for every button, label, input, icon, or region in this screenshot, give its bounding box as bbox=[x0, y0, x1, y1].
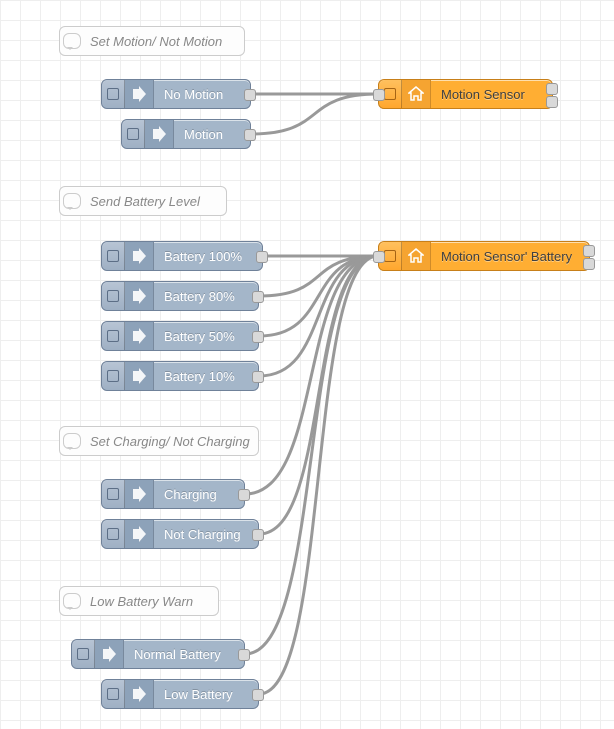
wire-ch-s2 bbox=[245, 256, 378, 494]
node-label: Battery 80% bbox=[154, 282, 258, 310]
wire-nch-s2 bbox=[259, 256, 378, 534]
output-port-2[interactable] bbox=[546, 96, 558, 108]
comment-icon bbox=[60, 427, 84, 455]
wire-b50-s2 bbox=[259, 256, 378, 336]
node-label: Battery 50% bbox=[154, 322, 258, 350]
wire-nb-s2 bbox=[245, 256, 378, 654]
comment-icon bbox=[60, 27, 84, 55]
node-label: Charging bbox=[154, 480, 244, 508]
inject-button[interactable] bbox=[102, 282, 125, 310]
node-button-icon bbox=[77, 648, 89, 660]
output-port[interactable] bbox=[238, 649, 250, 661]
node-label: Motion Sensor' Battery bbox=[431, 242, 589, 270]
inject-node-nch[interactable]: Not Charging bbox=[101, 519, 259, 549]
arrow-icon bbox=[125, 520, 154, 548]
inject-button[interactable] bbox=[102, 242, 125, 270]
output-port[interactable] bbox=[244, 89, 256, 101]
inject-button[interactable] bbox=[102, 322, 125, 350]
wire-i2-s1 bbox=[251, 94, 378, 134]
wire-layer bbox=[0, 0, 614, 729]
output-port-1[interactable] bbox=[546, 83, 558, 95]
inject-button[interactable] bbox=[72, 640, 95, 668]
node-button-icon bbox=[107, 88, 119, 100]
inject-button[interactable] bbox=[122, 120, 145, 148]
inject-node-i1[interactable]: No Motion bbox=[101, 79, 251, 109]
comment-label: Send Battery Level bbox=[84, 187, 206, 215]
node-button-icon bbox=[107, 250, 119, 262]
arrow-icon bbox=[95, 640, 124, 668]
arrow-icon bbox=[125, 480, 154, 508]
node-label: Low Battery bbox=[154, 680, 258, 708]
arrow-icon bbox=[145, 120, 174, 148]
inject-button[interactable] bbox=[102, 680, 125, 708]
sink-node-s2[interactable]: Motion Sensor' Battery bbox=[378, 241, 590, 271]
arrow-icon bbox=[125, 322, 154, 350]
node-button-icon bbox=[107, 488, 119, 500]
output-port[interactable] bbox=[252, 331, 264, 343]
node-button-icon bbox=[107, 370, 119, 382]
sink-node-s1[interactable]: Motion Sensor bbox=[378, 79, 553, 109]
inject-node-b10[interactable]: Battery 10% bbox=[101, 361, 259, 391]
inject-button[interactable] bbox=[102, 362, 125, 390]
output-port-2[interactable] bbox=[583, 258, 595, 270]
inject-node-b100[interactable]: Battery 100% bbox=[101, 241, 263, 271]
node-label: Motion bbox=[174, 120, 250, 148]
inject-button[interactable] bbox=[102, 520, 125, 548]
comment-label: Low Battery Warn bbox=[84, 587, 199, 615]
output-port[interactable] bbox=[244, 129, 256, 141]
node-button-icon bbox=[107, 528, 119, 540]
inject-node-b50[interactable]: Battery 50% bbox=[101, 321, 259, 351]
wire-lb-s2 bbox=[259, 256, 378, 694]
comment-node-c2[interactable]: Send Battery Level bbox=[59, 186, 227, 216]
output-port[interactable] bbox=[238, 489, 250, 501]
node-label: Battery 10% bbox=[154, 362, 258, 390]
arrow-icon bbox=[125, 242, 154, 270]
arrow-icon bbox=[125, 362, 154, 390]
comment-node-c1[interactable]: Set Motion/ Not Motion bbox=[59, 26, 245, 56]
node-canvas[interactable]: Set Motion/ Not Motion No Motion Motion Mot… bbox=[0, 0, 614, 729]
arrow-icon bbox=[125, 680, 154, 708]
comment-label: Set Charging/ Not Charging bbox=[84, 427, 256, 455]
comment-icon bbox=[60, 187, 84, 215]
arrow-icon bbox=[125, 282, 154, 310]
node-label: Not Charging bbox=[154, 520, 258, 548]
node-button-icon bbox=[107, 688, 119, 700]
node-button-icon bbox=[384, 250, 396, 262]
inject-node-ch[interactable]: Charging bbox=[101, 479, 245, 509]
output-port[interactable] bbox=[256, 251, 268, 263]
arrow-icon bbox=[125, 80, 154, 108]
output-port[interactable] bbox=[252, 291, 264, 303]
wire-b80-s2 bbox=[259, 256, 378, 296]
comment-node-c3[interactable]: Set Charging/ Not Charging bbox=[59, 426, 259, 456]
output-port-1[interactable] bbox=[583, 245, 595, 257]
node-button-icon bbox=[127, 128, 139, 140]
inject-node-lb[interactable]: Low Battery bbox=[101, 679, 259, 709]
output-port[interactable] bbox=[252, 689, 264, 701]
node-button-icon bbox=[107, 330, 119, 342]
home-icon bbox=[402, 80, 431, 108]
input-port[interactable] bbox=[373, 251, 385, 263]
node-button-icon bbox=[384, 88, 396, 100]
node-label: No Motion bbox=[154, 80, 250, 108]
inject-node-b80[interactable]: Battery 80% bbox=[101, 281, 259, 311]
node-label: Normal Battery bbox=[124, 640, 244, 668]
inject-node-i2[interactable]: Motion bbox=[121, 119, 251, 149]
node-label: Battery 100% bbox=[154, 242, 262, 270]
input-port[interactable] bbox=[373, 89, 385, 101]
node-label: Motion Sensor bbox=[431, 80, 552, 108]
inject-node-nb[interactable]: Normal Battery bbox=[71, 639, 245, 669]
output-port[interactable] bbox=[252, 371, 264, 383]
home-icon bbox=[402, 242, 431, 270]
comment-node-c4[interactable]: Low Battery Warn bbox=[59, 586, 219, 616]
comment-icon bbox=[60, 587, 84, 615]
comment-label: Set Motion/ Not Motion bbox=[84, 27, 228, 55]
wire-b10-s2 bbox=[259, 256, 378, 376]
inject-button[interactable] bbox=[102, 480, 125, 508]
node-button-icon bbox=[107, 290, 119, 302]
inject-button[interactable] bbox=[102, 80, 125, 108]
output-port[interactable] bbox=[252, 529, 264, 541]
